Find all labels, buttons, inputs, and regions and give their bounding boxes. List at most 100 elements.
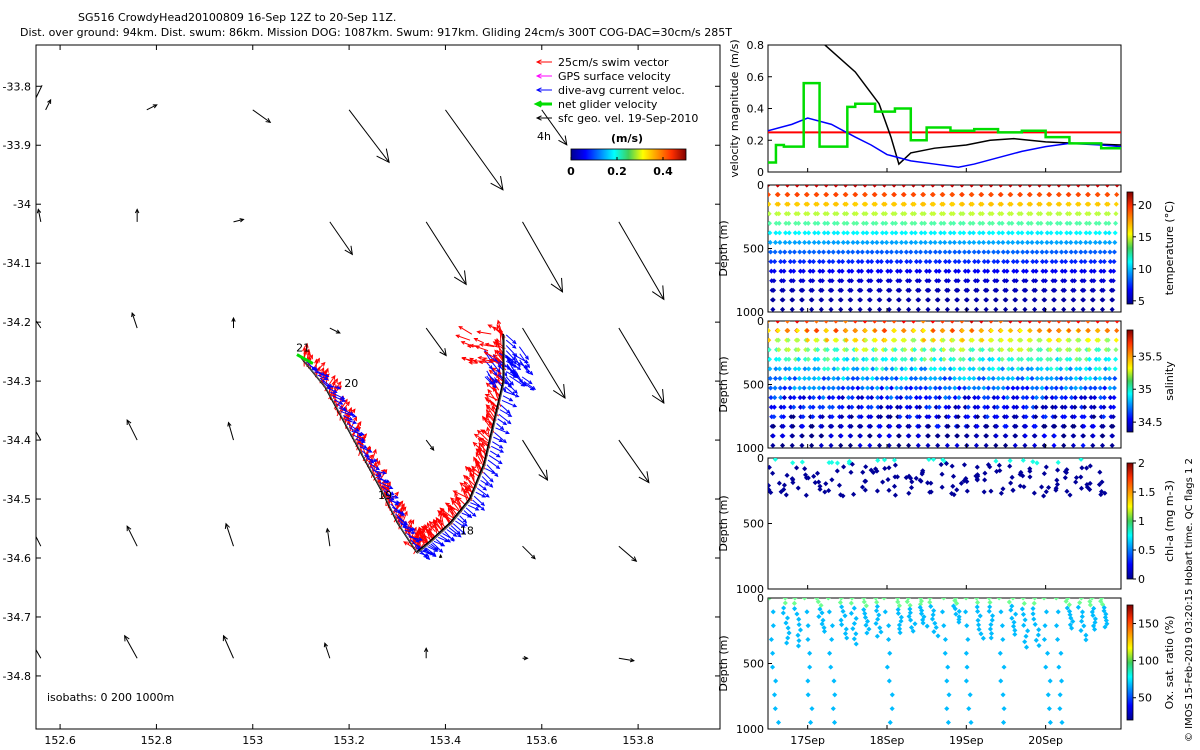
profile-sample bbox=[868, 268, 874, 274]
profile-sample bbox=[864, 630, 870, 636]
profile-sample bbox=[957, 220, 963, 226]
profile-sample bbox=[858, 278, 864, 284]
profile-sample bbox=[1073, 475, 1080, 481]
geo-velocity-vector-shaft bbox=[45, 99, 52, 111]
swim-vector bbox=[415, 535, 424, 547]
swim-vector bbox=[428, 520, 441, 534]
profile-sample bbox=[999, 220, 1005, 226]
current-vector-head bbox=[324, 376, 329, 380]
current-vector-head bbox=[349, 411, 355, 416]
profile-frame bbox=[767, 597, 1122, 730]
swim-vector bbox=[477, 445, 485, 464]
profile-sample bbox=[855, 395, 861, 401]
profile-sample bbox=[790, 479, 796, 486]
swim-vector-head bbox=[471, 466, 476, 472]
profile-sample bbox=[925, 442, 931, 448]
profile-sample bbox=[1056, 192, 1062, 198]
profile-sample bbox=[965, 404, 971, 410]
geo-velocity-vector-shaft bbox=[522, 439, 548, 481]
profile-sample bbox=[968, 719, 974, 725]
profile-sample bbox=[1036, 185, 1043, 188]
profile-sample bbox=[1023, 287, 1029, 293]
current-vector-shaft bbox=[509, 375, 525, 387]
profile-sample bbox=[1061, 306, 1067, 312]
swim-vector-head bbox=[485, 413, 490, 419]
profile-colorbar-label: chl-a (mg m-3) bbox=[1163, 480, 1176, 562]
profile-sample bbox=[838, 433, 844, 439]
profile-sample bbox=[954, 306, 960, 312]
profile-sample bbox=[936, 278, 942, 284]
profile-sample bbox=[965, 636, 971, 643]
profile-sample bbox=[954, 600, 960, 606]
swim-vector-shaft bbox=[478, 357, 488, 359]
profile-sample bbox=[888, 259, 894, 265]
profile-sample bbox=[941, 356, 947, 362]
swim-vector-head bbox=[451, 499, 456, 505]
geo-velocity-vector-head bbox=[552, 384, 566, 400]
profile-sample bbox=[906, 442, 912, 448]
profile-sample bbox=[942, 395, 949, 401]
current-vector-shaft bbox=[518, 346, 529, 360]
profile-sample bbox=[1078, 627, 1084, 634]
profile-sample bbox=[1067, 366, 1073, 372]
profile-sample bbox=[895, 599, 901, 605]
profile-sample bbox=[1077, 356, 1083, 362]
profile-colorbar-tick-label: 1 bbox=[1138, 515, 1145, 528]
current-vector-shaft bbox=[457, 517, 468, 527]
profile-sample bbox=[966, 395, 972, 401]
profile-sample bbox=[1023, 633, 1029, 639]
geo-velocity-vector bbox=[325, 527, 331, 547]
current-vector bbox=[509, 375, 526, 387]
current-vector-shaft bbox=[484, 376, 493, 385]
current-vector-shaft bbox=[512, 353, 529, 363]
swim-vector-head bbox=[324, 367, 329, 373]
current-vector-shaft bbox=[334, 399, 343, 405]
swim-vector-head bbox=[368, 454, 374, 460]
profile-sample bbox=[857, 433, 864, 439]
geo-velocity-vector-head bbox=[335, 329, 341, 334]
profile-sample bbox=[925, 306, 931, 312]
swim-vector bbox=[435, 516, 445, 531]
profile-colorbar-label: Ox. sat. ratio (%) bbox=[1163, 616, 1176, 710]
profile-sample bbox=[1072, 404, 1078, 410]
geo-velocity-vector-head bbox=[31, 526, 35, 531]
profile-sample bbox=[1083, 632, 1089, 638]
profile-sample bbox=[1090, 297, 1096, 303]
current-vector-shaft bbox=[470, 502, 481, 508]
profile-sample bbox=[1072, 268, 1078, 274]
profile-sample bbox=[884, 664, 890, 670]
current-vector-head bbox=[390, 496, 395, 501]
swim-vector bbox=[412, 531, 421, 544]
current-vector-shaft bbox=[515, 370, 523, 383]
profile-sample bbox=[1097, 239, 1103, 245]
profile-sample bbox=[869, 239, 875, 245]
profile-sample bbox=[1023, 404, 1029, 410]
profile-sample bbox=[1014, 259, 1020, 265]
current-vector-shaft bbox=[338, 407, 354, 415]
swim-vector-shaft bbox=[469, 357, 479, 364]
profile-sample bbox=[1004, 268, 1010, 274]
current-vector-shaft bbox=[496, 423, 504, 430]
profile-sample bbox=[896, 603, 902, 609]
profile-sample bbox=[1085, 321, 1091, 324]
profile-sample bbox=[879, 239, 885, 245]
profile-sample bbox=[1046, 484, 1052, 491]
profile-colorbar-tick-label: 1.5 bbox=[1138, 486, 1156, 499]
profile-sample bbox=[1024, 395, 1030, 401]
current-vector-shaft bbox=[483, 472, 494, 483]
current-vector bbox=[450, 525, 461, 535]
profile-sample bbox=[819, 610, 825, 616]
profile-sample bbox=[1077, 220, 1083, 226]
geo-velocity-vector-shaft bbox=[37, 209, 42, 222]
geo-velocity-vector bbox=[233, 218, 245, 223]
swim-vector-head bbox=[481, 358, 487, 362]
current-vector-head bbox=[513, 389, 518, 394]
profile-sample bbox=[1102, 230, 1109, 236]
current-vector-shaft bbox=[450, 525, 461, 535]
profile-sample bbox=[988, 635, 994, 641]
profile-sample bbox=[1001, 395, 1007, 401]
profile-sample bbox=[782, 366, 789, 372]
swim-vector-head bbox=[484, 396, 490, 402]
geo-velocity-vector-head bbox=[31, 641, 35, 645]
